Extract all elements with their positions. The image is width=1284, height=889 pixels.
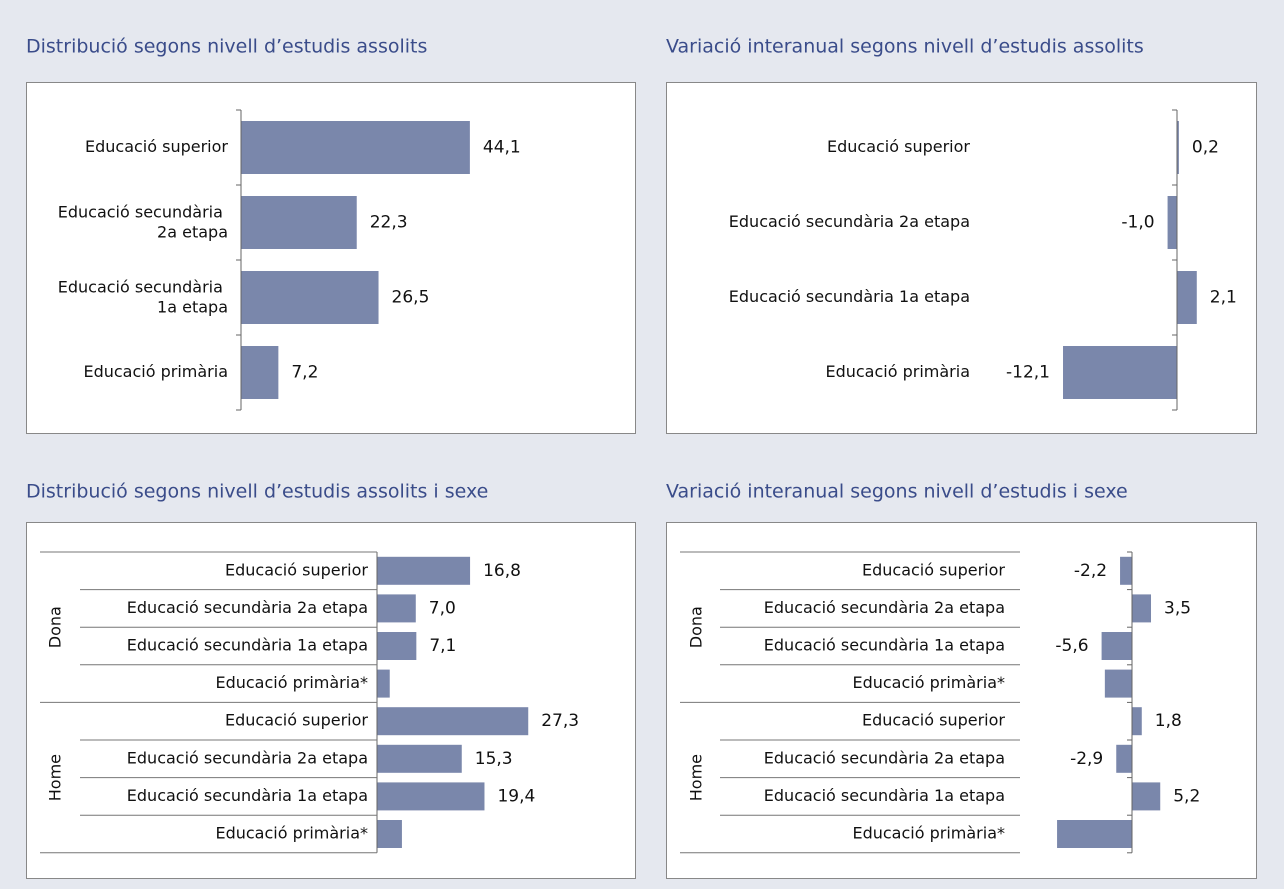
panel xyxy=(26,522,636,879)
category-label: Educació secundària 1a etapa xyxy=(764,636,1005,655)
category-label: Educació secundària 1a etapa xyxy=(729,287,970,306)
value-label: -12,1 xyxy=(1006,363,1050,383)
value-label: 5,2 xyxy=(1173,786,1200,806)
bar xyxy=(377,632,417,660)
bar xyxy=(1116,744,1132,773)
value-label: 15,3 xyxy=(475,749,513,769)
bar xyxy=(1177,271,1197,324)
bar xyxy=(377,707,529,736)
category-label: Educació secundària 2a etapa xyxy=(764,598,1005,617)
group-label: Dona xyxy=(687,606,706,648)
value-label: 1,8 xyxy=(1155,711,1182,731)
chart-title: Distribució segons nivell d’estudis asso… xyxy=(26,36,427,58)
bar xyxy=(241,196,357,249)
bar xyxy=(377,556,471,585)
value-label: 7,2 xyxy=(291,363,318,383)
category-label: Educació primària xyxy=(83,362,228,381)
value-label: 7,0 xyxy=(429,598,456,618)
category-label: Educació secundària 2a etapa xyxy=(764,748,1005,767)
value-label: -2,9 xyxy=(1070,749,1103,769)
chart-title: Distribució segons nivell d’estudis asso… xyxy=(26,481,488,503)
bar xyxy=(1120,556,1132,585)
category-label: Educació primària* xyxy=(215,824,368,843)
bar xyxy=(1063,346,1177,399)
bar xyxy=(377,820,402,848)
category-label: Educació secundària 1a etapa xyxy=(764,786,1005,805)
bar xyxy=(377,594,416,623)
category-label: Educació secundària 1a etapa xyxy=(58,277,228,316)
bar xyxy=(241,271,379,324)
bar xyxy=(1132,594,1152,623)
category-label: Educació primària* xyxy=(215,673,368,692)
value-label: 16,8 xyxy=(483,561,521,581)
chart-title: Variació interanual segons nivell d’estu… xyxy=(666,36,1144,58)
bar xyxy=(1132,707,1142,736)
bar xyxy=(1057,820,1132,848)
bar xyxy=(1167,196,1177,249)
category-label: Educació superior xyxy=(85,137,228,156)
bar xyxy=(241,121,470,174)
category-label: Educació secundària 2a etapa xyxy=(127,598,368,617)
category-label: Educació secundària 2a etapa xyxy=(127,748,368,767)
category-label: Educació secundària 2a etapa xyxy=(729,212,970,231)
category-label: Educació superior xyxy=(225,711,368,730)
value-label: 22,3 xyxy=(370,213,408,233)
group-label: Home xyxy=(687,754,706,801)
value-label: 0,2 xyxy=(1192,138,1219,158)
category-label: Educació primària xyxy=(825,362,970,381)
chart-title: Variació interanual segons nivell d’estu… xyxy=(666,481,1128,503)
bar xyxy=(377,744,462,773)
category-label: Educació secundària 2a etapa xyxy=(58,202,228,241)
value-label: 2,1 xyxy=(1210,288,1237,308)
category-label: Educació superior xyxy=(225,560,368,579)
category-label: Educació secundària 1a etapa xyxy=(127,636,368,655)
value-label: 7,1 xyxy=(429,636,456,656)
category-label: Educació primària* xyxy=(852,673,1005,692)
group-label: Dona xyxy=(46,606,65,648)
value-label: 27,3 xyxy=(541,711,579,731)
value-label: -1,0 xyxy=(1121,213,1154,233)
value-label: -5,6 xyxy=(1055,636,1088,656)
value-label: 19,4 xyxy=(497,786,535,806)
bar xyxy=(377,669,390,698)
bar xyxy=(377,782,485,811)
bar xyxy=(241,346,279,399)
bar xyxy=(1177,121,1179,174)
value-label: 26,5 xyxy=(392,288,430,308)
category-label: Educació primària* xyxy=(852,824,1005,843)
group-label: Home xyxy=(46,754,65,801)
panel xyxy=(666,522,1257,879)
category-label: Educació superior xyxy=(827,137,970,156)
category-label: Educació superior xyxy=(862,560,1005,579)
bar xyxy=(1132,782,1161,811)
value-label: 44,1 xyxy=(483,138,521,158)
category-label: Educació secundària 1a etapa xyxy=(127,786,368,805)
bar xyxy=(1104,669,1132,698)
value-label: -2,2 xyxy=(1074,561,1107,581)
bar xyxy=(1101,632,1132,660)
category-label: Educació superior xyxy=(862,711,1005,730)
value-label: 3,5 xyxy=(1164,598,1191,618)
